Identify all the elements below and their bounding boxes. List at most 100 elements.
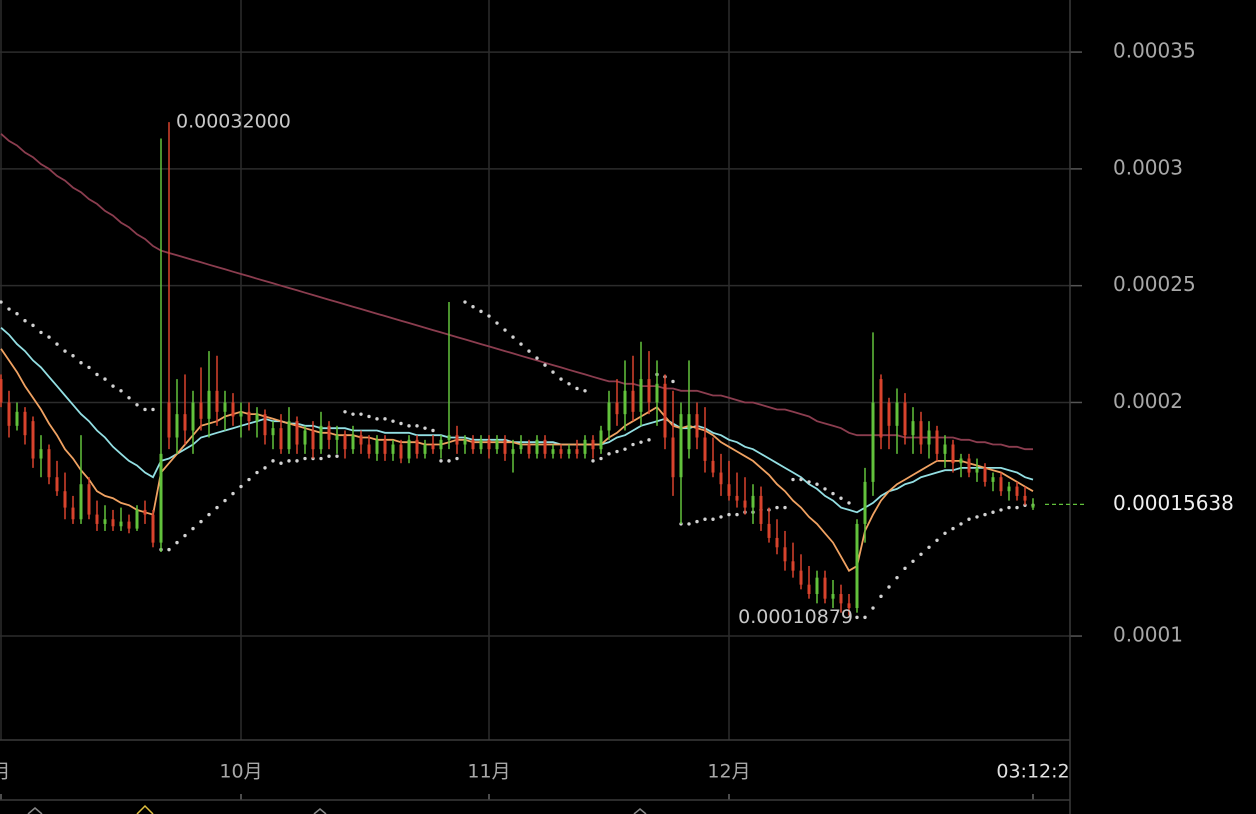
sar-dot bbox=[887, 585, 891, 589]
candle-body bbox=[663, 383, 667, 438]
candle-body bbox=[727, 484, 731, 496]
candle-body bbox=[191, 402, 195, 431]
candle-body bbox=[335, 435, 339, 440]
candle-body bbox=[63, 491, 67, 508]
sar-dot bbox=[127, 396, 131, 400]
candle-body bbox=[71, 507, 75, 520]
candle-body bbox=[527, 444, 531, 454]
y-tick-label: 0.00035 bbox=[1113, 39, 1196, 63]
candle-body bbox=[847, 603, 851, 609]
sar-dot bbox=[135, 403, 139, 407]
sar-dot bbox=[815, 482, 819, 486]
grid bbox=[0, 0, 1070, 740]
sar-dot bbox=[695, 519, 699, 524]
sar-dot bbox=[567, 382, 571, 386]
sar-dot bbox=[519, 342, 523, 346]
candle-body bbox=[103, 519, 107, 524]
sar-dot bbox=[847, 501, 851, 505]
candle-body bbox=[271, 428, 275, 436]
candle-body bbox=[607, 402, 611, 431]
sar-dot bbox=[863, 615, 867, 620]
candle-body bbox=[471, 439, 475, 450]
candle-body bbox=[503, 439, 507, 454]
candle-body bbox=[1023, 495, 1027, 501]
candle-body bbox=[399, 444, 403, 459]
candle-body bbox=[831, 594, 835, 599]
sar-dot bbox=[247, 477, 251, 482]
indicator-line bbox=[0, 133, 1033, 451]
sar-dot bbox=[807, 480, 811, 484]
sar-dot bbox=[711, 517, 715, 521]
sar-dot bbox=[919, 552, 923, 556]
sar-dot bbox=[463, 300, 467, 304]
sar-dot bbox=[1007, 505, 1011, 510]
sar-dot bbox=[791, 477, 795, 482]
sar-dot bbox=[719, 515, 723, 519]
candle-body bbox=[127, 521, 131, 529]
icon[interactable] bbox=[27, 807, 43, 814]
candle-body bbox=[559, 449, 563, 454]
sar-dot bbox=[343, 410, 347, 414]
sar-dot bbox=[495, 321, 499, 325]
candle-body bbox=[375, 439, 379, 454]
sar-dot bbox=[167, 547, 171, 552]
candle-body bbox=[751, 495, 755, 508]
candle-body bbox=[943, 444, 947, 454]
sar-dot bbox=[855, 615, 859, 620]
sar-dot bbox=[183, 533, 187, 538]
candle-body bbox=[119, 521, 123, 527]
sar-dot bbox=[455, 456, 459, 461]
sar-dot bbox=[943, 531, 947, 535]
candle-body bbox=[871, 402, 875, 482]
candle-body bbox=[791, 561, 795, 571]
sar-dot bbox=[303, 456, 307, 461]
candle-body bbox=[95, 514, 99, 524]
candle-body bbox=[935, 430, 939, 454]
candle-body bbox=[711, 460, 715, 473]
candle-body bbox=[463, 439, 467, 445]
sar-dot bbox=[335, 454, 339, 458]
sar-dot bbox=[911, 559, 915, 564]
candle-body bbox=[703, 437, 707, 461]
icon[interactable] bbox=[633, 808, 647, 814]
candle-body bbox=[1015, 486, 1019, 496]
candle-body bbox=[655, 383, 659, 403]
sar-dot bbox=[7, 307, 11, 311]
candle-body bbox=[519, 444, 523, 450]
candle-body bbox=[535, 439, 539, 454]
candle-body bbox=[319, 425, 323, 450]
candle-body bbox=[951, 444, 955, 464]
candle-body bbox=[79, 484, 83, 520]
candle-body bbox=[431, 444, 435, 450]
sar-dot bbox=[87, 365, 91, 370]
candle-body bbox=[839, 594, 843, 604]
candle-body bbox=[991, 477, 995, 482]
sar-dot bbox=[647, 438, 651, 442]
sar-dot bbox=[839, 496, 843, 500]
candle-body bbox=[87, 484, 91, 515]
sar-dot bbox=[799, 477, 803, 482]
candle-body bbox=[0, 379, 3, 403]
candle-body bbox=[223, 402, 227, 412]
candle-body bbox=[167, 402, 171, 438]
candle-body bbox=[487, 439, 491, 450]
candle-body bbox=[815, 577, 819, 595]
sar-dot bbox=[871, 606, 875, 610]
sar-dot bbox=[615, 449, 619, 454]
sar-dot bbox=[471, 304, 475, 309]
sar-dot bbox=[367, 414, 371, 419]
sar-dot bbox=[703, 517, 707, 521]
sar-dot bbox=[583, 389, 587, 393]
candle-body bbox=[911, 421, 915, 436]
sar-dot bbox=[111, 384, 115, 388]
candle-body bbox=[239, 411, 243, 417]
candle-body bbox=[671, 437, 675, 478]
candle-body bbox=[759, 495, 763, 524]
candle-body bbox=[631, 390, 635, 412]
min-label: 0.00010879 bbox=[738, 606, 853, 628]
icon[interactable] bbox=[313, 808, 327, 814]
icon[interactable] bbox=[136, 804, 154, 814]
candle-body bbox=[279, 428, 283, 450]
